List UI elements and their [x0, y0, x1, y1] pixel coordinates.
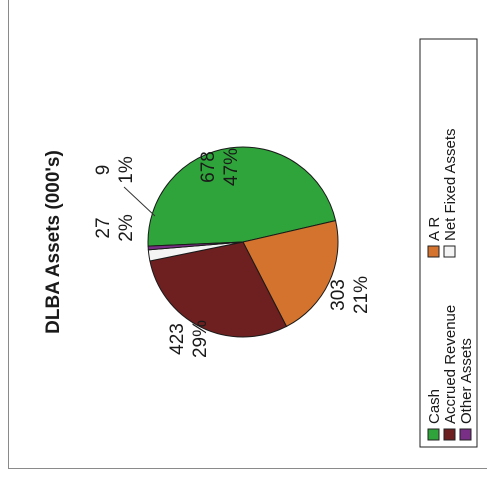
legend-swatch-netfixed: [443, 245, 456, 258]
pie-slice-cash: [147, 146, 337, 247]
label-cash-percent: 47%: [221, 148, 242, 186]
legend-box: [419, 38, 478, 448]
pie-slice-other-assets: [147, 241, 244, 251]
label-netfixed-percent: 2%: [116, 214, 137, 242]
legend-label-netfixed: Net Fixed Assets: [442, 128, 459, 241]
chart-frame: [8, 0, 487, 469]
pie-slice-ar: [242, 220, 339, 328]
label-other-percent: 1%: [116, 156, 137, 184]
legend-label-accrued: Accrued Revenue: [442, 305, 459, 424]
chart-title: DLBA Assets (000's): [43, 150, 64, 334]
label-accrued-percent: 29%: [190, 320, 211, 358]
label-other-value: 9: [93, 165, 114, 176]
legend-label-cash: Cash: [426, 389, 443, 424]
legend-swatch-other: [459, 428, 472, 441]
legend-label-ar: A R: [426, 217, 443, 241]
legend-label-other: Other Assets: [458, 338, 475, 424]
legend-swatch-ar: [427, 245, 440, 258]
pie-slice-accrued-revenue: [149, 241, 288, 338]
legend-swatch-cash: [427, 428, 440, 441]
legend-swatch-accrued: [443, 428, 456, 441]
label-cash-value: 678: [198, 151, 219, 183]
label-ar-percent: 21%: [351, 276, 372, 314]
label-accrued-value: 423: [167, 323, 188, 355]
legend: Cash A R Accrued Revenue Net Fixed Asset…: [419, 38, 478, 448]
label-netfixed-value: 27: [93, 217, 114, 238]
label-ar-value: 303: [328, 279, 349, 311]
leader-line-other: [123, 186, 156, 217]
